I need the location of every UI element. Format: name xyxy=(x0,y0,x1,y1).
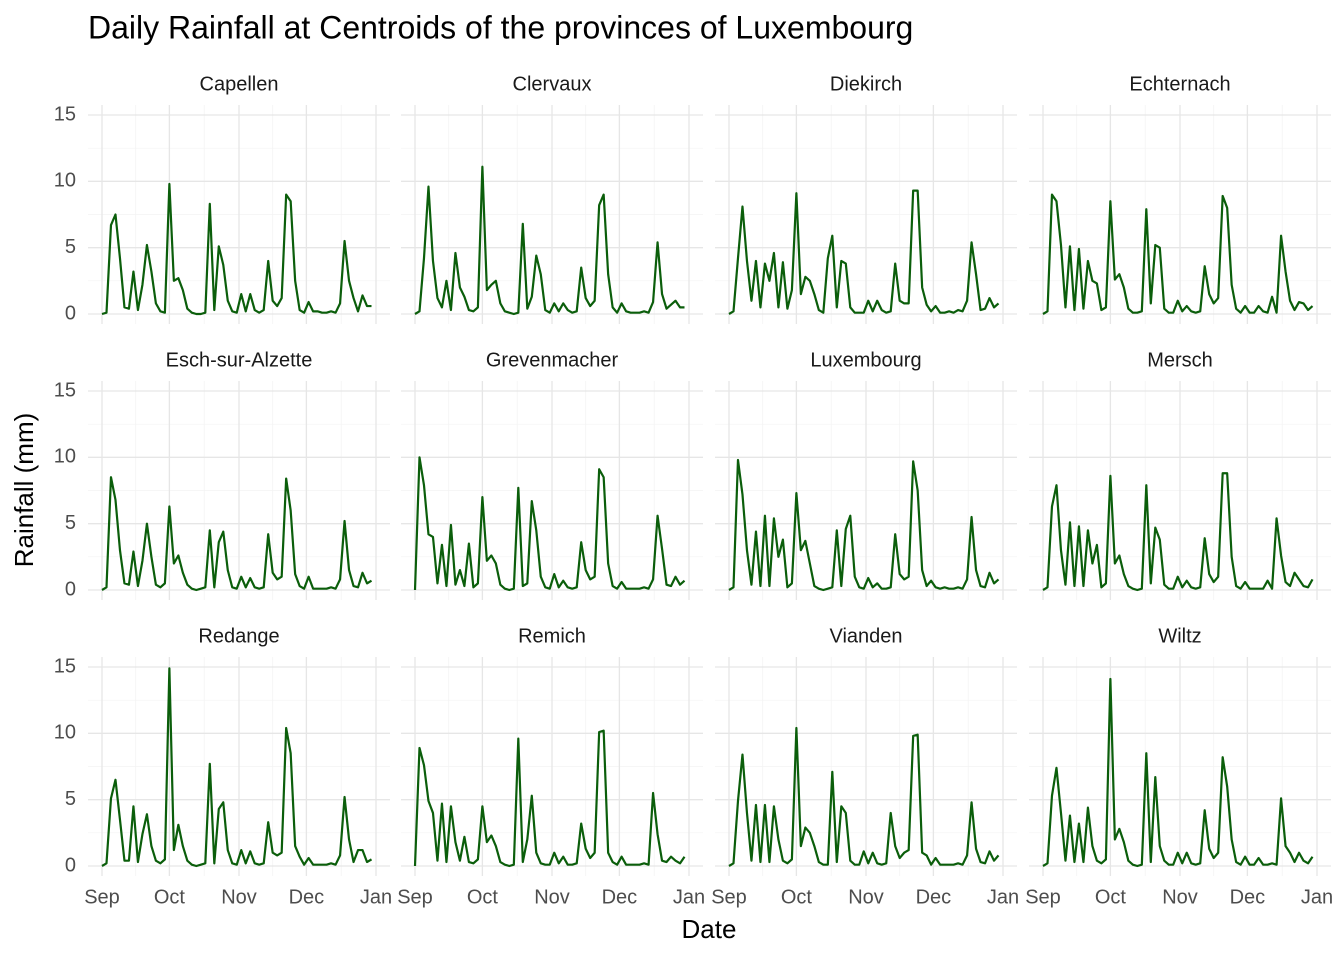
x-tick-label: Oct xyxy=(467,886,499,908)
y-tick-label: 15 xyxy=(54,379,76,401)
rain-line xyxy=(728,189,1000,315)
rain-line xyxy=(413,729,686,868)
strip-title: Echternach xyxy=(1129,73,1230,95)
y-tick-label: 5 xyxy=(65,788,76,810)
strip-title: Diekirch xyxy=(830,73,902,95)
x-tick-label: Dec xyxy=(602,886,638,908)
strip-title: Clervaux xyxy=(513,73,592,95)
rain-line xyxy=(1042,472,1314,592)
strip-title: Esch-sur-Alzette xyxy=(166,349,313,371)
rain-line xyxy=(413,456,686,592)
rain-line xyxy=(101,182,372,316)
y-axis-label: Rainfall (mm) xyxy=(9,413,39,568)
strip-title: Wiltz xyxy=(1158,625,1201,647)
strip-title: Grevenmacher xyxy=(486,349,619,371)
y-tick-label: 15 xyxy=(54,103,76,125)
x-tick-label: Sep xyxy=(84,886,120,908)
y-tick-label: 0 xyxy=(65,578,76,600)
x-tick-label: Nov xyxy=(848,886,884,908)
x-tick-label: Dec xyxy=(1230,886,1266,908)
x-tick-label: Jan xyxy=(987,886,1019,908)
y-tick-label: 5 xyxy=(65,512,76,534)
strip-title: Mersch xyxy=(1147,349,1213,371)
rain-line xyxy=(1042,677,1314,868)
strip-title: Capellen xyxy=(200,73,279,95)
rain-line xyxy=(728,726,1000,867)
x-tick-label: Oct xyxy=(1095,886,1127,908)
rain-line xyxy=(1042,193,1314,315)
chart-title: Daily Rainfall at Centroids of the provi… xyxy=(88,9,913,45)
y-tick-label: 10 xyxy=(54,170,76,192)
rain-line xyxy=(101,476,373,592)
x-tick-label: Sep xyxy=(1025,886,1061,908)
x-tick-label: Dec xyxy=(916,886,952,908)
x-tick-label: Nov xyxy=(1162,886,1198,908)
y-tick-label: 10 xyxy=(54,722,76,744)
x-tick-label: Jan xyxy=(1301,886,1333,908)
x-tick-label: Dec xyxy=(289,886,325,908)
strip-title: Remich xyxy=(518,625,586,647)
x-tick-label: Jan xyxy=(673,886,705,908)
y-tick-label: 10 xyxy=(54,446,76,468)
strip-title: Luxembourg xyxy=(810,349,921,371)
x-tick-label: Oct xyxy=(781,886,813,908)
y-tick-label: 0 xyxy=(65,302,76,324)
strip-title: Vianden xyxy=(829,625,902,647)
x-axis-label: Date xyxy=(682,914,737,944)
y-tick-label: 5 xyxy=(65,236,76,258)
rain-line xyxy=(414,165,685,316)
x-tick-label: Nov xyxy=(534,886,570,908)
strip-title: Redange xyxy=(198,625,279,647)
y-tick-label: 15 xyxy=(54,655,76,677)
x-tick-label: Nov xyxy=(221,886,257,908)
x-tick-label: Sep xyxy=(711,886,747,908)
rain-line xyxy=(101,667,373,868)
x-tick-label: Sep xyxy=(397,886,433,908)
x-tick-label: Jan xyxy=(360,886,392,908)
x-tick-label: Oct xyxy=(154,886,186,908)
rain-line xyxy=(728,458,1000,592)
y-tick-label: 0 xyxy=(65,854,76,876)
